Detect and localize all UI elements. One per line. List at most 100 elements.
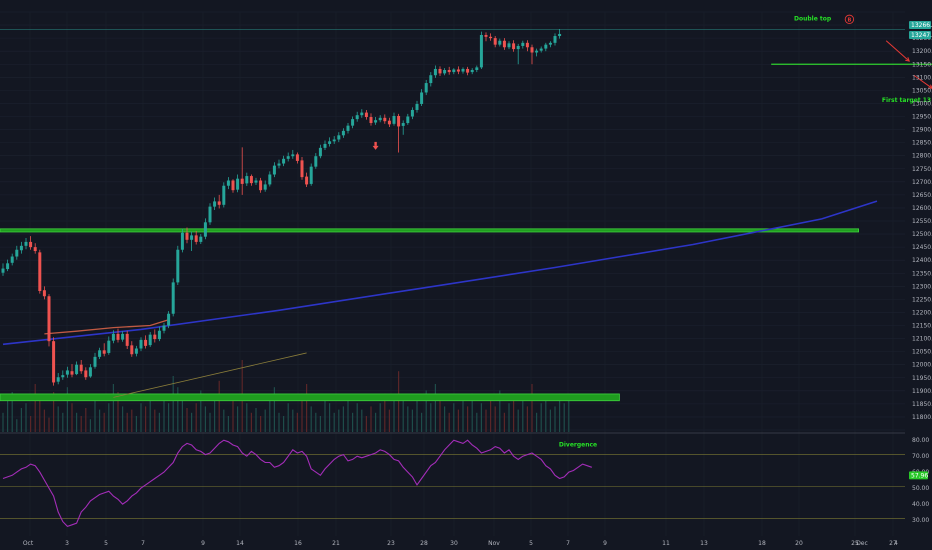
volume-bar bbox=[246, 403, 248, 432]
candle-body bbox=[139, 339, 143, 349]
volume-bar bbox=[2, 412, 4, 432]
candle-body bbox=[171, 282, 175, 314]
price-tick-label: 11850.0 bbox=[912, 401, 932, 408]
volume-bar bbox=[425, 390, 427, 432]
price-tick-label: 12700.0 bbox=[912, 179, 932, 186]
volume-bar bbox=[296, 412, 298, 432]
candle-body bbox=[355, 115, 359, 120]
volume-bar bbox=[287, 403, 289, 432]
volume-bar bbox=[168, 403, 170, 432]
candle-body bbox=[493, 38, 497, 45]
volume-bar bbox=[237, 406, 239, 432]
volume-bar bbox=[34, 384, 36, 432]
volume-bar bbox=[43, 409, 45, 432]
bitcoin-icon bbox=[844, 14, 855, 24]
volume-bar bbox=[223, 409, 225, 432]
candle-body bbox=[291, 154, 295, 157]
volume-bar bbox=[411, 409, 413, 432]
candle-body bbox=[544, 44, 548, 49]
candle-body bbox=[479, 34, 483, 68]
volume-bar bbox=[181, 396, 183, 432]
time-tick-label: Dec bbox=[856, 540, 868, 547]
candle-body bbox=[369, 117, 373, 124]
volume-bar bbox=[536, 412, 538, 432]
price-tick-label: 12000.0 bbox=[912, 362, 932, 369]
candle-body bbox=[383, 117, 387, 122]
candle-body bbox=[185, 232, 189, 240]
volume-bar bbox=[154, 409, 156, 432]
volume-bar bbox=[62, 412, 64, 432]
candle-body bbox=[378, 117, 382, 121]
candle-body bbox=[305, 176, 309, 185]
candle-body bbox=[530, 47, 534, 53]
candle-body bbox=[286, 156, 290, 159]
volume-bar bbox=[85, 408, 87, 432]
volume-bar bbox=[379, 403, 381, 432]
first-target-label: First target 13 000 bbox=[882, 97, 932, 104]
volume-bar bbox=[11, 392, 13, 432]
candle-body bbox=[121, 333, 125, 340]
volume-bar bbox=[122, 406, 124, 432]
volume-bar bbox=[333, 412, 335, 432]
time-tick-label: Oct bbox=[23, 540, 34, 547]
volume-bar bbox=[227, 416, 229, 432]
trendline bbox=[113, 352, 307, 398]
volume-bar bbox=[16, 419, 18, 432]
volume-bar bbox=[531, 384, 533, 432]
time-tick-label: 9 bbox=[603, 540, 607, 547]
candle-body bbox=[282, 158, 286, 164]
candle-body bbox=[15, 249, 19, 257]
volume-bar bbox=[485, 409, 487, 432]
support-zone bbox=[0, 393, 620, 402]
price-label-upper-text: 13266.0 bbox=[911, 22, 932, 29]
volume-bar bbox=[158, 412, 160, 432]
candle-body bbox=[360, 112, 364, 116]
volume-bar bbox=[232, 396, 234, 432]
candle-body bbox=[130, 345, 134, 355]
volume-bar bbox=[421, 412, 423, 432]
rsi-current-text: 57.96 bbox=[911, 472, 928, 479]
rsi-line bbox=[2, 439, 592, 528]
candle-body bbox=[190, 235, 194, 240]
candle-body bbox=[42, 290, 46, 297]
volume-bar bbox=[25, 403, 27, 432]
volume-bar bbox=[563, 403, 565, 432]
candle-body bbox=[512, 43, 516, 50]
candle-body bbox=[125, 333, 129, 346]
candle-body bbox=[341, 130, 345, 136]
volume-bar bbox=[200, 390, 202, 432]
volume-bar bbox=[361, 409, 363, 432]
price-tick-label: 13050.0 bbox=[912, 87, 932, 94]
candle-body bbox=[364, 112, 368, 118]
candle-body bbox=[553, 36, 557, 43]
volume-bar bbox=[278, 412, 280, 432]
candle-body bbox=[461, 68, 465, 72]
volume-bar bbox=[352, 412, 354, 432]
volume-bar bbox=[140, 403, 142, 432]
rsi-tick-label: 30.00 bbox=[912, 517, 929, 524]
candle-body bbox=[70, 371, 74, 375]
candle-body bbox=[548, 42, 552, 45]
time-tick-label: 7 bbox=[566, 540, 570, 547]
price-tick-label: 12900.0 bbox=[912, 127, 932, 134]
candle-body bbox=[157, 330, 161, 340]
candle-body bbox=[79, 364, 83, 372]
candle-body bbox=[231, 180, 235, 191]
volume-bar bbox=[402, 396, 404, 432]
volume-bar bbox=[177, 387, 179, 432]
candle-body bbox=[424, 83, 428, 93]
time-tick-label: 30 bbox=[450, 540, 458, 547]
moving-average-fast bbox=[44, 319, 169, 335]
candle-body bbox=[272, 165, 276, 175]
volume-bar bbox=[310, 406, 312, 432]
candle-body bbox=[19, 245, 23, 251]
volume-bar bbox=[269, 396, 271, 432]
candle-body bbox=[208, 206, 212, 223]
price-tick-label: 13150.0 bbox=[912, 61, 932, 68]
volume-bar bbox=[89, 419, 91, 432]
price-tick-label: 12550.0 bbox=[912, 218, 932, 225]
candle-body bbox=[346, 125, 350, 131]
candle-body bbox=[84, 370, 88, 378]
candle-body bbox=[433, 68, 437, 76]
